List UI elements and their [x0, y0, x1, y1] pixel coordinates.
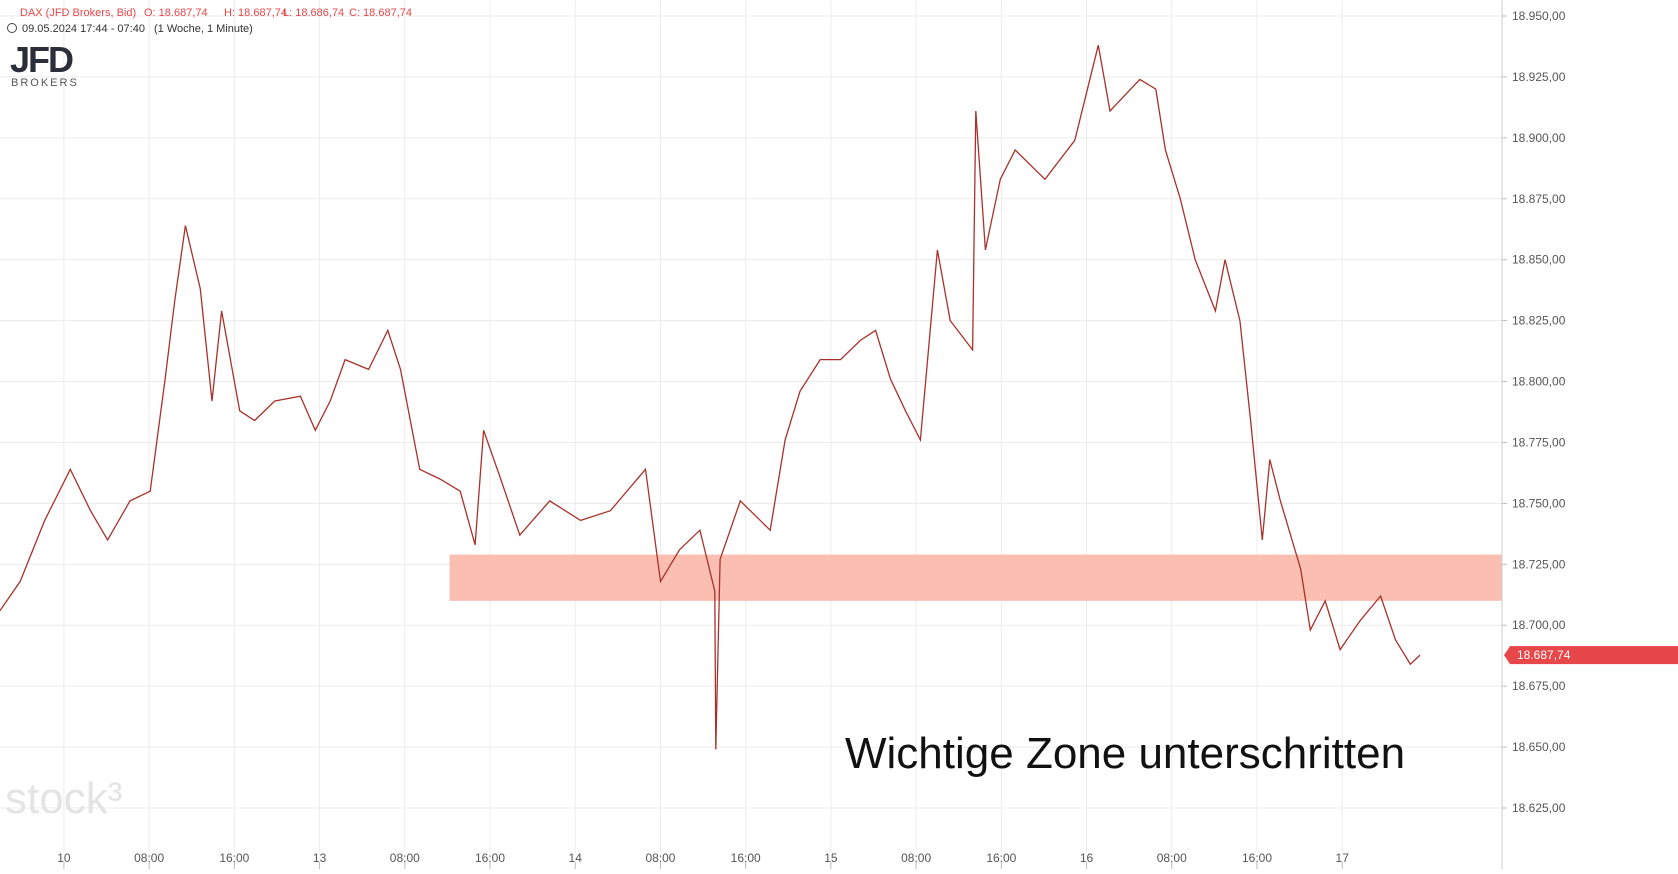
clock-icon	[7, 23, 17, 33]
x-tick-label: 16:00	[731, 851, 761, 865]
header-symbol: DAX (JFD Brokers, Bid)	[20, 7, 136, 19]
header-interval: (1 Woche, 1 Minute)	[154, 23, 253, 35]
x-tick-label: 16	[1080, 851, 1094, 865]
y-tick-label: 18.675,00	[1512, 679, 1566, 693]
y-tick-label: 18.850,00	[1512, 253, 1566, 267]
x-tick-label: 08:00	[645, 851, 675, 865]
y-tick-label: 18.825,00	[1512, 314, 1566, 328]
y-tick-label: 18.725,00	[1512, 557, 1566, 571]
header-period: 09.05.2024 17:44 - 07:40	[22, 23, 145, 35]
y-tick-label: 18.950,00	[1512, 9, 1566, 23]
y-tick-label: 18.650,00	[1512, 740, 1566, 754]
x-tick-label: 15	[824, 851, 838, 865]
x-tick-label: 16:00	[475, 851, 505, 865]
x-tick-label: 08:00	[134, 851, 164, 865]
x-tick-label: 17	[1336, 851, 1350, 865]
x-tick-label: 08:00	[1157, 851, 1187, 865]
logo: JFD	[10, 39, 73, 80]
header-open: O: 18.687,74	[144, 7, 208, 19]
y-tick-label: 18.800,00	[1512, 375, 1566, 389]
watermark: stock³	[5, 774, 122, 823]
annotation: Wichtige Zone unterschritten	[845, 729, 1405, 778]
zone	[449, 554, 1502, 601]
plot	[0, 45, 1502, 750]
header-high: H: 18.687,74	[224, 7, 287, 19]
x-tick-label: 16:00	[986, 851, 1016, 865]
y-tick-label: 18.700,00	[1512, 618, 1566, 632]
x-tick-label: 08:00	[390, 851, 420, 865]
x-tick-label: 08:00	[901, 851, 931, 865]
last-price-box	[1510, 646, 1678, 665]
grid	[0, 0, 1507, 869]
y-tick-label: 18.625,00	[1512, 801, 1566, 815]
last-price-tag	[1504, 646, 1510, 665]
x-tick-label: 10	[57, 851, 71, 865]
y-tick-label: 18.775,00	[1512, 435, 1566, 449]
price-line	[0, 45, 1421, 750]
logo-sub: BROKERS	[11, 77, 79, 89]
y-tick-label: 18.925,00	[1512, 70, 1566, 84]
y-tick-label: 18.750,00	[1512, 496, 1566, 510]
x-tick-label: 16:00	[219, 851, 249, 865]
y-tick-label: 18.900,00	[1512, 131, 1566, 145]
header-low: L: 18.686,74	[283, 7, 344, 19]
x-tick-label: 13	[313, 851, 327, 865]
x-tick-label: 16:00	[1242, 851, 1272, 865]
x-tick-label: 14	[569, 851, 583, 865]
header-close: C: 18.687,74	[349, 7, 412, 19]
y-tick-label: 18.875,00	[1512, 192, 1566, 206]
last-price-label: 18.687,74	[1517, 648, 1571, 662]
